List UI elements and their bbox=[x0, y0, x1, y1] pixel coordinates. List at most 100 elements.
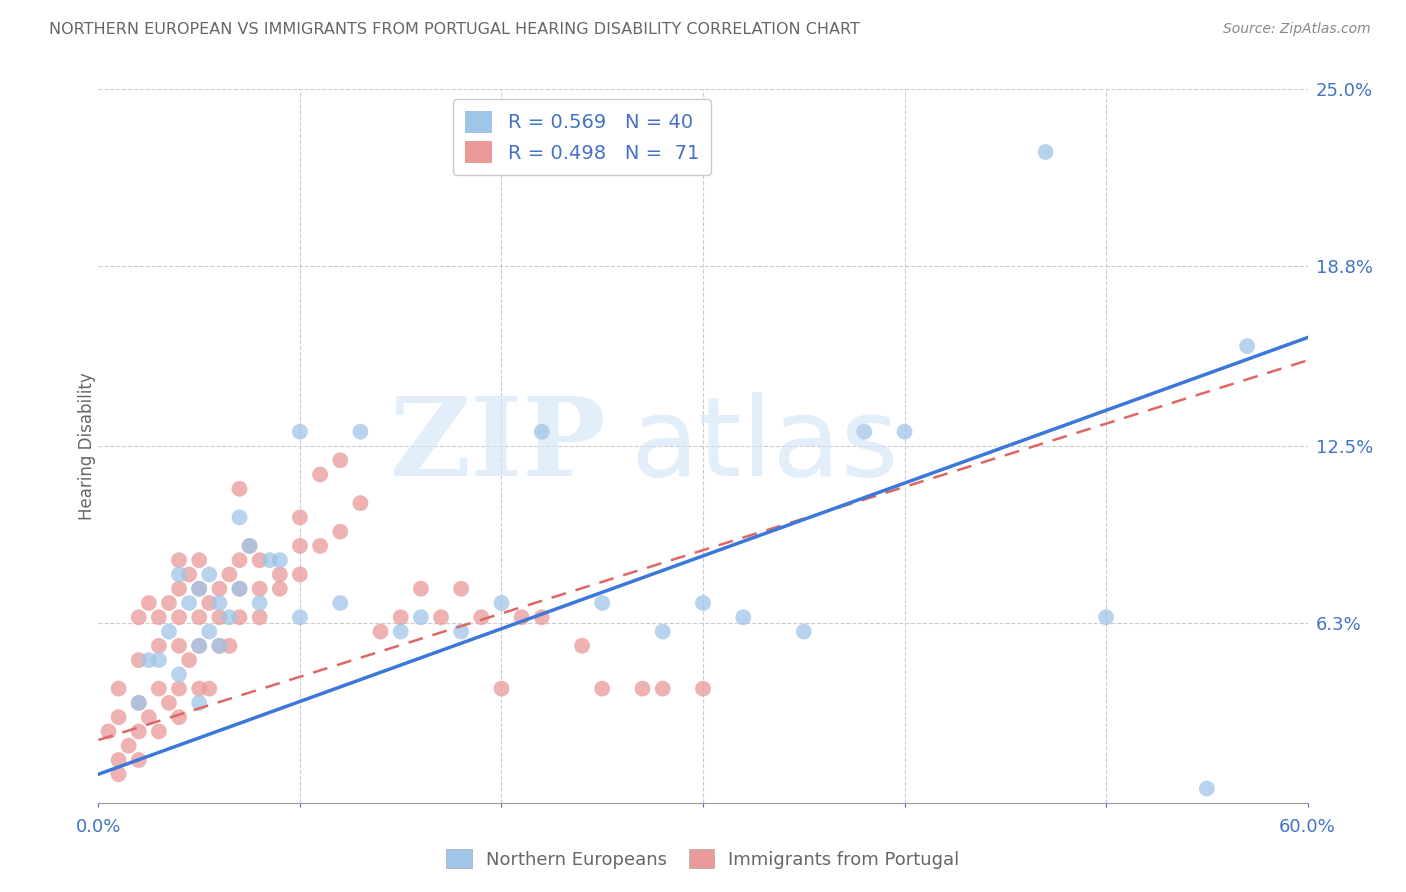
Point bbox=[138, 710, 160, 724]
Point bbox=[179, 567, 201, 582]
Point bbox=[167, 639, 190, 653]
Point bbox=[288, 567, 311, 582]
Point bbox=[208, 596, 231, 610]
Point bbox=[389, 624, 412, 639]
Point bbox=[269, 553, 291, 567]
Point bbox=[118, 739, 141, 753]
Point bbox=[128, 696, 150, 710]
Legend: R = 0.569   N = 40, R = 0.498   N =  71: R = 0.569 N = 40, R = 0.498 N = 71 bbox=[453, 99, 711, 175]
Point bbox=[853, 425, 876, 439]
Point bbox=[329, 524, 352, 539]
Point bbox=[138, 653, 160, 667]
Point bbox=[288, 425, 311, 439]
Point bbox=[157, 624, 180, 639]
Point bbox=[179, 653, 201, 667]
Point bbox=[208, 639, 231, 653]
Point bbox=[188, 553, 211, 567]
Point bbox=[1236, 339, 1258, 353]
Point bbox=[450, 624, 472, 639]
Point bbox=[349, 496, 371, 510]
Point bbox=[198, 596, 221, 610]
Point bbox=[167, 567, 190, 582]
Point bbox=[97, 724, 120, 739]
Point bbox=[128, 724, 150, 739]
Y-axis label: Hearing Disability: Hearing Disability bbox=[79, 372, 96, 520]
Point bbox=[167, 681, 190, 696]
Point bbox=[288, 510, 311, 524]
Point bbox=[208, 582, 231, 596]
Point bbox=[208, 639, 231, 653]
Point bbox=[309, 467, 332, 482]
Point bbox=[148, 639, 170, 653]
Point bbox=[128, 696, 150, 710]
Point bbox=[571, 639, 593, 653]
Text: ZIP: ZIP bbox=[389, 392, 606, 500]
Point bbox=[128, 753, 150, 767]
Point bbox=[198, 624, 221, 639]
Point bbox=[288, 610, 311, 624]
Point bbox=[148, 681, 170, 696]
Point bbox=[107, 681, 129, 696]
Point bbox=[793, 624, 815, 639]
Point bbox=[893, 425, 915, 439]
Point bbox=[188, 696, 211, 710]
Point bbox=[329, 453, 352, 467]
Point bbox=[167, 582, 190, 596]
Point bbox=[349, 425, 371, 439]
Point bbox=[167, 610, 190, 624]
Point bbox=[450, 582, 472, 596]
Point bbox=[167, 553, 190, 567]
Point bbox=[651, 681, 673, 696]
Point bbox=[249, 610, 271, 624]
Point bbox=[530, 425, 553, 439]
Point bbox=[631, 681, 654, 696]
Point bbox=[228, 610, 250, 624]
Point bbox=[530, 610, 553, 624]
Point bbox=[491, 681, 513, 696]
Point bbox=[409, 610, 432, 624]
Point bbox=[249, 582, 271, 596]
Point bbox=[188, 582, 211, 596]
Point bbox=[239, 539, 262, 553]
Point bbox=[107, 753, 129, 767]
Point bbox=[249, 553, 271, 567]
Point bbox=[228, 582, 250, 596]
Point bbox=[218, 610, 240, 624]
Point bbox=[188, 639, 211, 653]
Point bbox=[510, 610, 533, 624]
Point bbox=[692, 596, 714, 610]
Point bbox=[591, 681, 613, 696]
Text: Source: ZipAtlas.com: Source: ZipAtlas.com bbox=[1223, 22, 1371, 37]
Point bbox=[157, 596, 180, 610]
Point bbox=[329, 596, 352, 610]
Point bbox=[218, 567, 240, 582]
Point bbox=[491, 596, 513, 610]
Text: NORTHERN EUROPEAN VS IMMIGRANTS FROM PORTUGAL HEARING DISABILITY CORRELATION CHA: NORTHERN EUROPEAN VS IMMIGRANTS FROM POR… bbox=[49, 22, 860, 37]
Point bbox=[269, 567, 291, 582]
Point bbox=[409, 582, 432, 596]
Point bbox=[208, 610, 231, 624]
Point bbox=[188, 582, 211, 596]
Point bbox=[157, 696, 180, 710]
Point bbox=[1195, 781, 1218, 796]
Point bbox=[470, 610, 492, 624]
Point bbox=[259, 553, 281, 567]
Point bbox=[651, 624, 673, 639]
Point bbox=[188, 639, 211, 653]
Point bbox=[167, 667, 190, 681]
Point bbox=[430, 610, 453, 624]
Point bbox=[128, 653, 150, 667]
Legend: Northern Europeans, Immigrants from Portugal: Northern Europeans, Immigrants from Port… bbox=[439, 842, 967, 876]
Point bbox=[591, 596, 613, 610]
Point bbox=[128, 610, 150, 624]
Point bbox=[218, 639, 240, 653]
Point bbox=[179, 596, 201, 610]
Point bbox=[309, 539, 332, 553]
Point bbox=[198, 681, 221, 696]
Text: atlas: atlas bbox=[630, 392, 898, 500]
Point bbox=[148, 653, 170, 667]
Point bbox=[249, 596, 271, 610]
Point bbox=[148, 724, 170, 739]
Point bbox=[148, 610, 170, 624]
Point bbox=[1035, 145, 1057, 159]
